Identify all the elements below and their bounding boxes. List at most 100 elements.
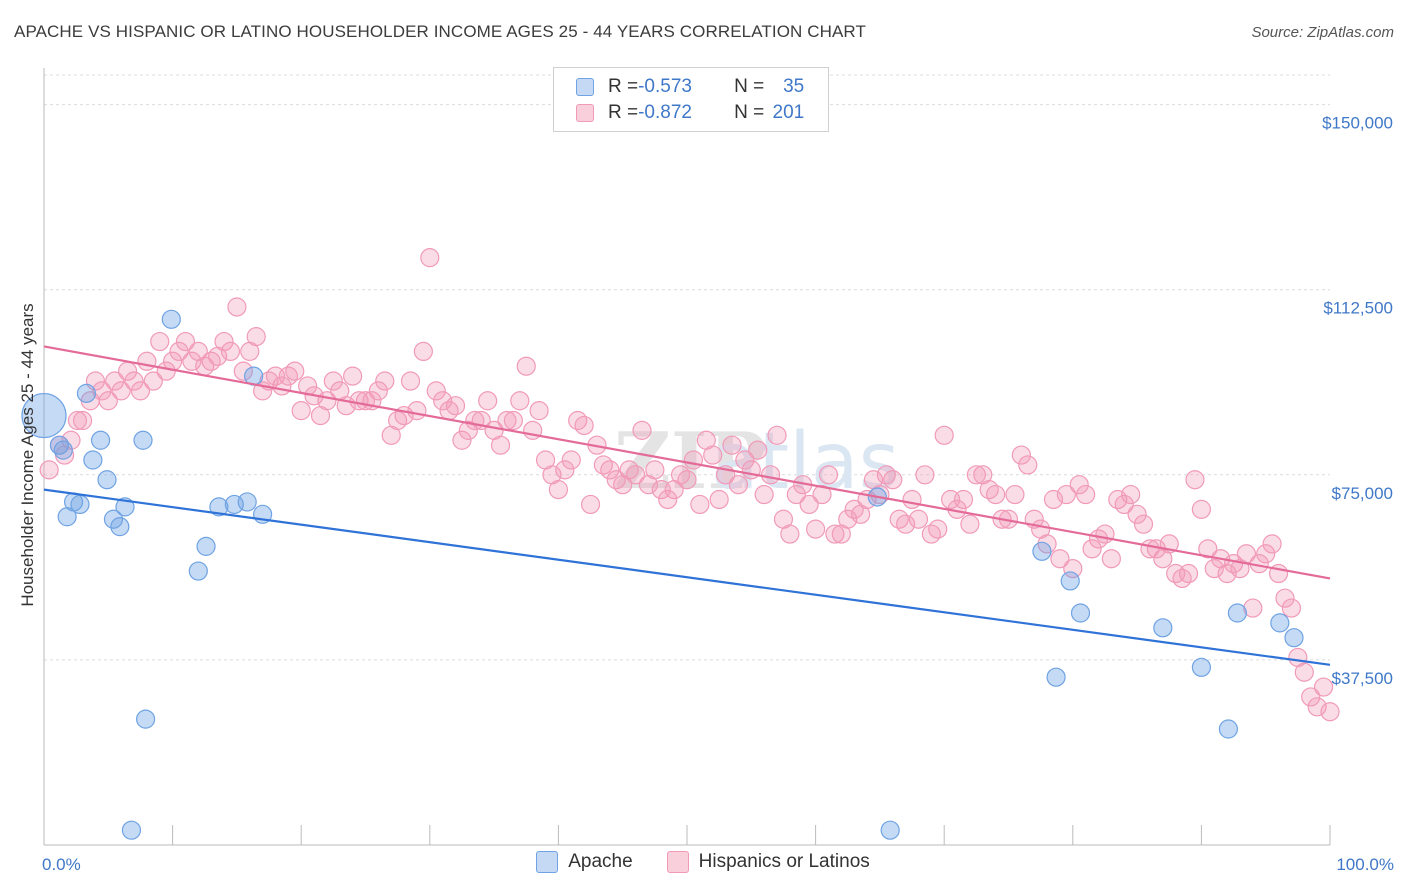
hispanic-point	[1076, 484, 1096, 505]
apache-point	[1032, 541, 1052, 561]
y-tick-label: $37,500	[1332, 669, 1393, 688]
hispanic-point	[722, 435, 742, 455]
hispanic-point	[683, 450, 704, 470]
hispanic-point	[1043, 489, 1064, 510]
hispanic-point	[175, 331, 196, 352]
apache-point	[1153, 618, 1173, 638]
apache-points	[21, 309, 1304, 840]
hispanic-point	[67, 410, 88, 431]
hispanic-point	[838, 509, 858, 529]
hispanic-point	[748, 440, 768, 460]
hispanic-point	[201, 351, 221, 371]
hispanic-point	[883, 470, 903, 490]
bottom-apache-swatch	[536, 851, 559, 873]
hispanic-point	[343, 366, 363, 386]
hispanic-point	[767, 425, 787, 445]
hispanic-point	[1217, 563, 1237, 584]
hispanic-point	[1101, 549, 1121, 569]
hispanic-point	[876, 465, 896, 485]
apache-point	[76, 383, 97, 403]
hispanic-point	[278, 366, 298, 386]
apache-point	[161, 309, 181, 329]
hispanic-point	[458, 420, 478, 440]
bottom-legend-apache: Apache	[536, 851, 633, 873]
apache-point	[1218, 719, 1239, 739]
apache-point	[237, 492, 257, 512]
hispanic-point	[889, 509, 909, 529]
hispanic-point	[1191, 499, 1212, 519]
hispanic-point	[805, 519, 826, 539]
hispanic-point	[934, 425, 954, 445]
hispanic-point	[1301, 687, 1321, 707]
hispanic-point	[735, 450, 755, 470]
hispanic-point	[1185, 470, 1205, 490]
apache-point	[209, 497, 229, 517]
y-tick-label: $75,000	[1332, 484, 1393, 503]
hispanic-point	[593, 455, 614, 475]
tick-labels: $150,000 $112,500 $75,000 $37,500 0.0% 100.0%…	[18, 114, 1394, 874]
axes	[43, 68, 1331, 846]
hispanic-point	[72, 410, 93, 431]
apache-point	[103, 509, 124, 529]
hispanic-point	[1313, 677, 1334, 697]
hispanic-point	[908, 509, 929, 529]
apache-trendline	[43, 488, 1331, 666]
hispanic-point	[986, 484, 1006, 505]
hispanic-point	[1281, 598, 1302, 618]
hispanic-point	[105, 371, 125, 391]
hispanic-point	[388, 410, 408, 431]
hispanic-point	[1056, 484, 1076, 505]
hispanic-point	[825, 524, 845, 544]
hispanic-point	[606, 470, 626, 490]
hispanic-point	[760, 465, 781, 485]
bottom-legend: Apache Hispanics or Latinos	[0, 851, 1406, 873]
hispanic-point	[548, 480, 569, 500]
hispanic-point	[182, 351, 202, 371]
apache-point	[121, 820, 142, 840]
hispanic-point	[844, 499, 864, 519]
hispanic-point	[561, 450, 581, 470]
hispanic-point	[915, 465, 935, 485]
apache-point	[70, 494, 90, 515]
x-tick-label-left: 0.0%	[42, 855, 81, 874]
legend-apache-n: 35	[783, 76, 805, 97]
hispanic-point	[1108, 489, 1128, 510]
legend-hispanic-n-label: N =	[734, 102, 765, 123]
hispanic-point	[1320, 702, 1340, 722]
legend-row-hispanic: R = -0.872 N = 201	[576, 101, 804, 125]
hispanic-point	[150, 331, 170, 352]
hispanic-point	[124, 371, 144, 391]
apache-point	[1070, 603, 1091, 623]
y-tick-label: $112,500	[1323, 299, 1393, 318]
hispanic-point	[227, 297, 247, 317]
hispanic-point	[1082, 539, 1102, 559]
hispanic-point	[786, 484, 806, 505]
hispanic-point	[92, 381, 112, 401]
apache-point	[97, 470, 117, 490]
hispanic-point	[375, 371, 395, 391]
hispanic-point	[98, 391, 118, 411]
apache-point	[110, 517, 130, 537]
hispanic-point	[1275, 588, 1295, 608]
hispanic-point	[1005, 484, 1025, 505]
apache-point	[1191, 657, 1212, 677]
hispanic-point	[1256, 544, 1276, 564]
hispanic-point	[1069, 475, 1089, 495]
hispanic-point	[670, 465, 691, 485]
hispanic-point	[445, 396, 466, 416]
hispanic-points	[39, 248, 1340, 722]
svg-text:ZIP: ZIP	[614, 416, 766, 507]
hispanic-point	[896, 514, 916, 534]
bottom-legend-hispanic: Hispanics or Latinos	[666, 851, 870, 873]
hispanic-point	[754, 484, 774, 505]
hispanic-point	[1063, 558, 1083, 579]
hispanic-trendline	[43, 345, 1331, 580]
x-tick-label-right: 100.0%	[1336, 855, 1394, 874]
hispanic-point	[555, 460, 575, 480]
hispanic-point	[677, 470, 697, 490]
bottom-hispanic-swatch	[666, 851, 689, 873]
hispanic-point	[420, 248, 440, 268]
hispanic-point	[619, 460, 639, 480]
hispanic-point	[690, 494, 710, 515]
